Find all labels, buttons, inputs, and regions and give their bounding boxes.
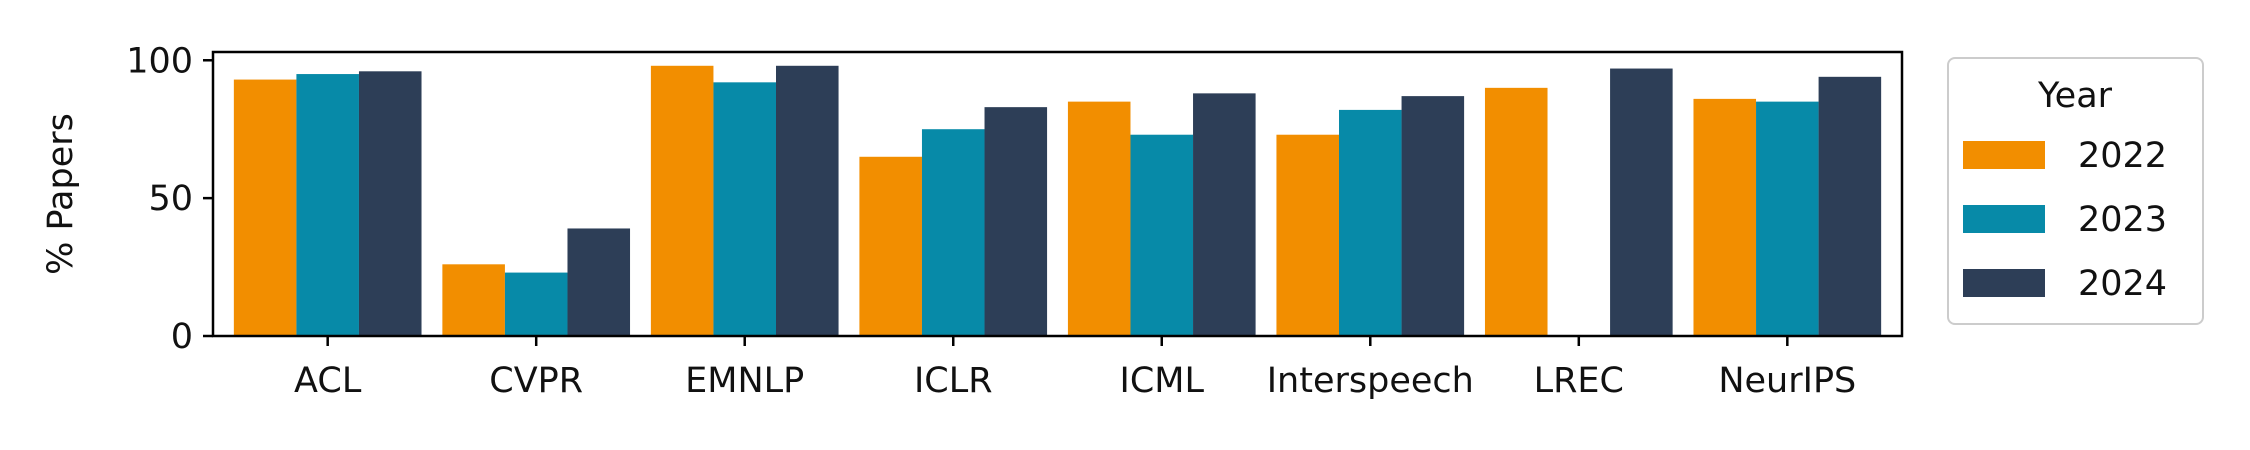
bar-iclr-2024 bbox=[984, 107, 1048, 336]
legend-label-2022: 2022 bbox=[2078, 136, 2167, 176]
bar-iclr-2022 bbox=[859, 156, 922, 336]
x-tick-label: EMNLP bbox=[685, 361, 804, 401]
legend-swatch-2022 bbox=[1963, 141, 2045, 169]
x-tick-label: ICLR bbox=[914, 361, 993, 401]
bar-iclr-2023 bbox=[921, 129, 985, 336]
bar-acl-2022 bbox=[233, 79, 297, 336]
bar-emnlp-2023 bbox=[713, 82, 776, 336]
bars-layer bbox=[233, 65, 1882, 337]
legend-label-2024: 2024 bbox=[2078, 264, 2167, 304]
x-tick-label: LREC bbox=[1534, 361, 1624, 401]
y-tick-label: 50 bbox=[148, 179, 193, 219]
bar-icml-2023 bbox=[1130, 134, 1194, 336]
x-tick-label: CVPR bbox=[489, 361, 583, 401]
y-tick-label: 0 bbox=[171, 317, 193, 357]
y-axis: 0 50 100 bbox=[126, 41, 213, 357]
bar-neurips-2023 bbox=[1756, 101, 1819, 336]
x-tick-label: ACL bbox=[294, 361, 362, 401]
legend-title: Year bbox=[2037, 76, 2113, 116]
bar-lrec-2022 bbox=[1484, 87, 1548, 336]
x-tick-label: ICML bbox=[1120, 361, 1205, 401]
legend-items: 2022 2023 2024 bbox=[1963, 136, 2167, 304]
bar-acl-2024 bbox=[358, 71, 422, 337]
bar-cvpr-2024 bbox=[567, 228, 631, 336]
bar-interspeech-2022 bbox=[1276, 134, 1339, 336]
x-axis: ACL CVPR EMNLP ICLR ICML Interspeech LREC NeurI… bbox=[294, 336, 1856, 401]
x-tick-label: Interspeech bbox=[1267, 361, 1474, 401]
bar-icml-2022 bbox=[1067, 101, 1131, 336]
legend-swatch-2024 bbox=[1963, 269, 2045, 297]
bar-cvpr-2022 bbox=[442, 264, 505, 336]
bar-acl-2023 bbox=[296, 74, 359, 336]
legend-box bbox=[1947, 57, 2204, 325]
legend-swatch-2023 bbox=[1963, 205, 2045, 233]
legend: Year 2022 2023 2024 bbox=[1947, 57, 2204, 325]
y-tick-label: 100 bbox=[126, 41, 193, 81]
bar-emnlp-2022 bbox=[650, 65, 714, 336]
bar-neurips-2024 bbox=[1818, 76, 1882, 336]
x-tick-label: NeurIPS bbox=[1718, 361, 1856, 401]
bar-cvpr-2023 bbox=[504, 272, 568, 336]
bar-neurips-2022 bbox=[1693, 98, 1757, 337]
bar-interspeech-2023 bbox=[1339, 109, 1402, 336]
y-axis-title: % Papers bbox=[41, 113, 81, 275]
bar-icml-2024 bbox=[1193, 93, 1256, 336]
bar-interspeech-2024 bbox=[1401, 96, 1465, 336]
bar-emnlp-2024 bbox=[776, 65, 839, 336]
bar-lrec-2024 bbox=[1610, 68, 1673, 336]
legend-label-2023: 2023 bbox=[2078, 200, 2167, 240]
plot-frame bbox=[211, 50, 1904, 338]
